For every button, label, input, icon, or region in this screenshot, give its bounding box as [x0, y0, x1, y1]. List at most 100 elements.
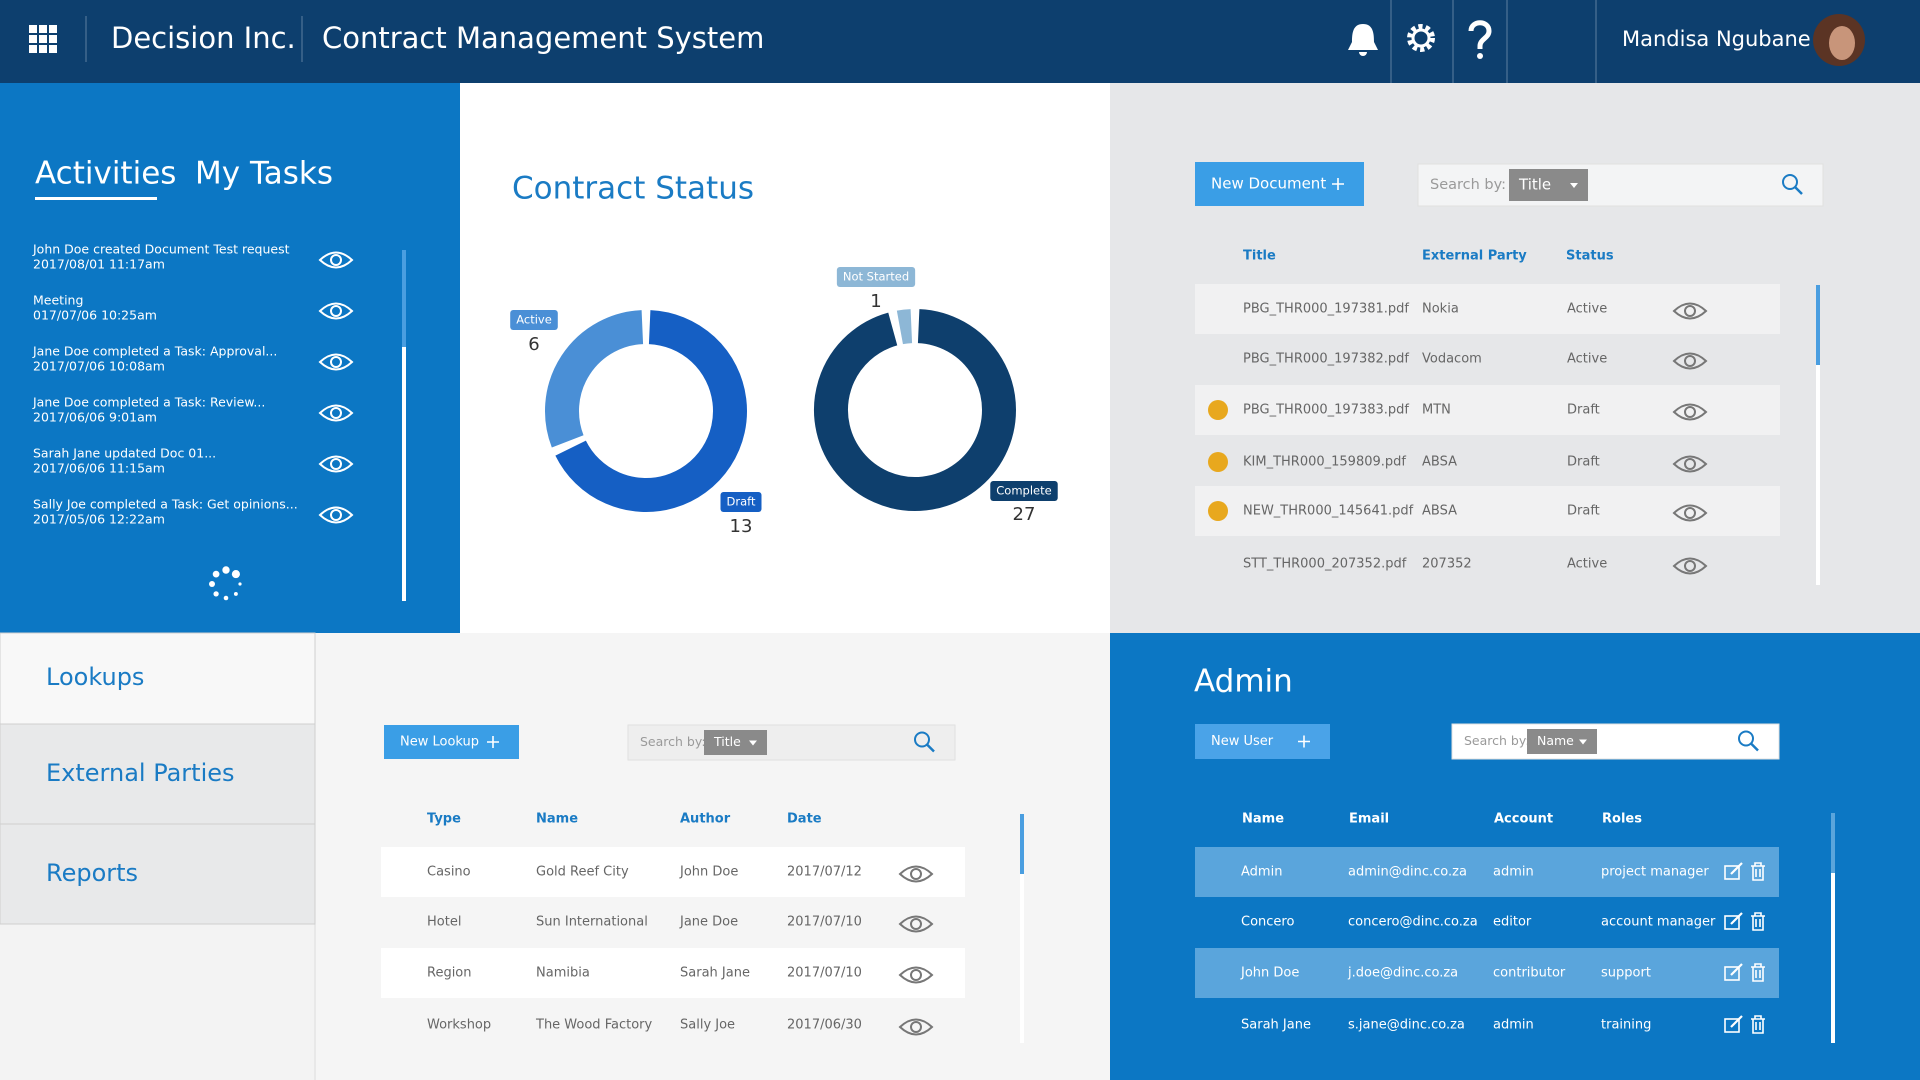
view-icon[interactable]: [318, 506, 354, 524]
segment-badge: [510, 310, 558, 330]
search-icon[interactable]: [1782, 174, 1803, 195]
column-header: Status: [1566, 249, 1614, 264]
spinner-dot: [238, 582, 242, 586]
view-icon[interactable]: [318, 455, 354, 473]
edit-pen: [1730, 963, 1743, 976]
cell: John Doe: [1240, 966, 1299, 981]
apps-icon-cell[interactable]: [39, 45, 47, 53]
tab-active[interactable]: Activities: [35, 156, 176, 192]
cell: Sun International: [536, 915, 648, 930]
eye-outline: [898, 1018, 934, 1036]
edit-icon[interactable]: [1724, 963, 1743, 981]
cell: account manager: [1601, 915, 1716, 930]
edit-box: [1724, 865, 1740, 880]
eye-pupil: [910, 918, 922, 930]
apps-icon-cell[interactable]: [49, 45, 57, 53]
edit-icon[interactable]: [1724, 862, 1743, 880]
search-dropdown[interactable]: [704, 730, 767, 755]
lens: [914, 731, 930, 748]
plus-icon: [1332, 178, 1344, 190]
eye-pupil: [330, 305, 342, 317]
column-header: Author: [680, 812, 731, 827]
help-icon-dot: [1477, 53, 1483, 59]
nav-label[interactable]: Reports: [46, 859, 138, 887]
tab[interactable]: My Tasks: [195, 156, 333, 192]
cell: Casino: [427, 865, 471, 880]
cell: MTN: [1422, 403, 1451, 418]
view-icon[interactable]: [1672, 455, 1708, 473]
eye-pupil: [1684, 458, 1696, 470]
view-icon[interactable]: [1672, 302, 1708, 320]
view-icon[interactable]: [898, 915, 934, 933]
view-icon[interactable]: [1672, 557, 1708, 575]
eye-pupil: [1684, 355, 1696, 367]
apps-icon-cell[interactable]: [29, 35, 37, 43]
spinner-dot: [209, 581, 215, 587]
search-field: Title: [1518, 176, 1551, 194]
donut-segment: [555, 310, 747, 512]
search-box[interactable]: [1417, 163, 1824, 207]
edit-box: [1724, 1018, 1740, 1033]
cell: Sarah Jane: [680, 966, 750, 981]
user-name: Mandisa Ngubane: [1622, 27, 1811, 51]
search-box[interactable]: [1451, 723, 1780, 760]
search-label: Search by:: [1430, 177, 1506, 193]
donut-segment: [545, 310, 644, 448]
segment-value: 13: [730, 516, 753, 537]
view-icon[interactable]: [898, 1018, 934, 1036]
delete-icon[interactable]: [1751, 1015, 1765, 1034]
apps-icon-cell[interactable]: [39, 25, 47, 33]
eye-outline: [1672, 302, 1708, 320]
spinner-dot: [231, 570, 240, 579]
nav-item[interactable]: [0, 632, 316, 725]
cell: contributor: [1493, 966, 1566, 981]
delete-icon[interactable]: [1751, 862, 1765, 881]
view-icon[interactable]: [1672, 504, 1708, 522]
cell: STT_THR000_207352.pdf: [1243, 557, 1407, 572]
nav-label[interactable]: External Parties: [46, 759, 235, 787]
nav-label[interactable]: Lookups: [46, 663, 144, 691]
cell: Sally Joe: [680, 1018, 735, 1033]
edit-pen: [1730, 1015, 1743, 1028]
view-icon[interactable]: [1672, 403, 1708, 421]
search-icon[interactable]: [914, 731, 935, 753]
cell: Draft: [1567, 403, 1600, 418]
view-icon[interactable]: [318, 302, 354, 320]
search-icon[interactable]: [1738, 730, 1759, 752]
edit-icon[interactable]: [1724, 912, 1743, 930]
delete-icon[interactable]: [1751, 912, 1765, 931]
trash: [1751, 963, 1765, 982]
cell: Active: [1567, 302, 1607, 317]
gear-icon[interactable]: [1407, 24, 1435, 52]
activity-text: John Doe created Document Test request: [32, 242, 290, 257]
cell: 207352: [1422, 557, 1472, 572]
edit-icon[interactable]: [1724, 1015, 1743, 1033]
apps-icon-cell[interactable]: [49, 25, 57, 33]
segment-badge: [990, 481, 1058, 501]
search-field: Name: [1537, 733, 1574, 748]
bell-icon[interactable]: [1348, 24, 1378, 56]
apps-icon-cell[interactable]: [29, 25, 37, 33]
nav-item[interactable]: [0, 823, 316, 925]
eye-outline: [1672, 403, 1708, 421]
apps-icon-cell[interactable]: [29, 45, 37, 53]
view-icon[interactable]: [318, 251, 354, 269]
view-icon[interactable]: [898, 865, 934, 883]
cell: 2017/07/12: [787, 865, 862, 880]
view-icon[interactable]: [318, 404, 354, 422]
delete-icon[interactable]: [1751, 963, 1765, 982]
view-icon[interactable]: [898, 966, 934, 984]
help-icon[interactable]: [1468, 20, 1492, 49]
search-box[interactable]: [627, 724, 956, 761]
activity-text: Sally Joe completed a Task: Get opinions…: [33, 497, 298, 512]
cell: training: [1601, 1018, 1651, 1033]
column-header: Type: [427, 812, 461, 827]
nav-item[interactable]: [0, 723, 316, 825]
view-icon[interactable]: [318, 353, 354, 371]
view-icon[interactable]: [1672, 352, 1708, 370]
segment-label: Not Started: [843, 270, 909, 284]
eye-pupil: [910, 969, 922, 981]
apps-icon-cell[interactable]: [49, 35, 57, 43]
apps-icon-cell[interactable]: [39, 35, 47, 43]
